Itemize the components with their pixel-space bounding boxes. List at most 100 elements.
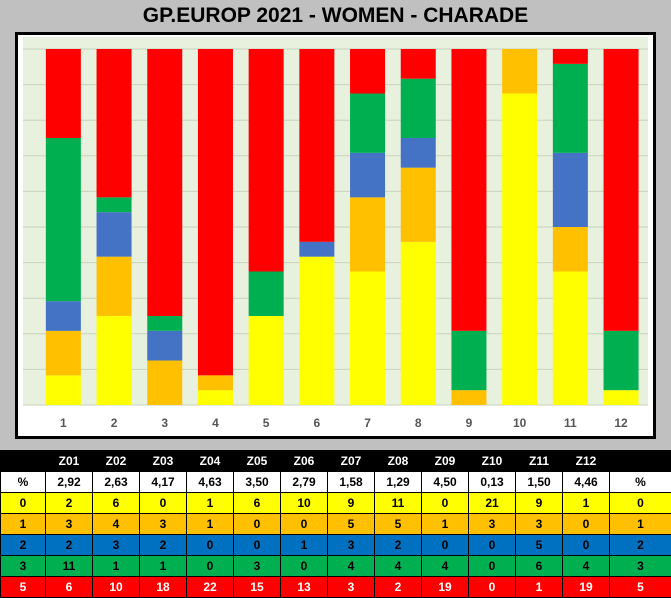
table-cell: 2 xyxy=(375,577,422,598)
table-cell: 0 xyxy=(234,535,281,556)
table-cell: 6 xyxy=(93,493,140,514)
table-cell: 13 xyxy=(281,577,328,598)
table-cell: 2,79 xyxy=(281,472,328,493)
table-cell: 1 xyxy=(140,556,187,577)
bar-segment-9-level-1 xyxy=(451,390,486,405)
bar-segment-4-level-0 xyxy=(198,390,233,405)
bar-segment-6-level-5 xyxy=(299,49,334,242)
table-cell: 3 xyxy=(140,514,187,535)
bar-segment-6-level-0 xyxy=(299,257,334,405)
bar-segment-5-level-5 xyxy=(249,49,284,272)
table-cell: 0,13 xyxy=(469,472,516,493)
x-tick-label: 6 xyxy=(314,416,321,430)
table-cell: 0 xyxy=(187,535,234,556)
table-cell: 5 xyxy=(516,535,563,556)
table-cell: 3 xyxy=(1,556,46,577)
table-cell: 1 xyxy=(187,493,234,514)
table-header-cell: Z01 xyxy=(46,451,93,472)
table-cell: 0 xyxy=(234,514,281,535)
bar-segment-11-level-5 xyxy=(553,49,588,64)
table-cell: 4 xyxy=(328,556,375,577)
table-cell: 10 xyxy=(281,493,328,514)
table-header-cell: Z07 xyxy=(328,451,375,472)
bar-segment-7-level-1 xyxy=(350,197,385,271)
bar-segment-11-level-2 xyxy=(553,153,588,227)
table-cell: 9 xyxy=(328,493,375,514)
bar-segment-5-level-0 xyxy=(249,316,284,405)
table-cell: 2 xyxy=(46,493,93,514)
table-cell: 3 xyxy=(328,535,375,556)
table-header-cell: Z03 xyxy=(140,451,187,472)
table-cell: 1,29 xyxy=(375,472,422,493)
table-cell: 19 xyxy=(563,577,610,598)
bar-segment-10-level-0 xyxy=(502,94,537,406)
bar-segment-3-level-1 xyxy=(147,361,182,406)
bar-segment-2-level-2 xyxy=(97,212,132,257)
table-cell: 19 xyxy=(422,577,469,598)
table-cell: 1 xyxy=(422,514,469,535)
bar-segment-7-level-5 xyxy=(350,49,385,94)
x-tick-label: 12 xyxy=(614,416,628,430)
table-header-cell: Z05 xyxy=(234,451,281,472)
table-cell: 1,50 xyxy=(516,472,563,493)
x-tick-label: 3 xyxy=(161,416,168,430)
bar-segment-2-level-5 xyxy=(97,49,132,197)
bar-segment-1-level-0 xyxy=(46,375,81,405)
table-cell: 1 xyxy=(187,514,234,535)
table-cell: 0 xyxy=(281,556,328,577)
bar-segment-9-level-3 xyxy=(451,331,486,390)
bar-segment-3-level-2 xyxy=(147,331,182,361)
table-cell: 1 xyxy=(281,535,328,556)
table-cell: % xyxy=(1,472,46,493)
x-tick-label: 5 xyxy=(263,416,270,430)
table-cell: 22 xyxy=(187,577,234,598)
table-cell: 4 xyxy=(422,556,469,577)
bar-segment-7-level-2 xyxy=(350,153,385,198)
table-cell: 4 xyxy=(563,556,610,577)
bar-segment-8-level-0 xyxy=(401,242,436,405)
table-cell: 3 xyxy=(93,535,140,556)
table-cell: 11 xyxy=(46,556,93,577)
bar-segment-7-level-0 xyxy=(350,272,385,406)
table-cell: 0 xyxy=(563,514,610,535)
table-header-cell xyxy=(1,451,46,472)
table-header-cell: Z08 xyxy=(375,451,422,472)
table-cell: 3 xyxy=(469,514,516,535)
table-header-cell: Z12 xyxy=(563,451,610,472)
x-tick-label: 11 xyxy=(564,416,577,430)
table-cell: 4,46 xyxy=(563,472,610,493)
bar-segment-12-level-3 xyxy=(604,331,639,390)
table-cell: 1,58 xyxy=(328,472,375,493)
table-header-cell xyxy=(610,451,671,472)
bar-segment-1-level-1 xyxy=(46,331,81,376)
table-cell: 0 xyxy=(563,535,610,556)
table-cell: 1 xyxy=(516,577,563,598)
bar-segment-8-level-1 xyxy=(401,168,436,242)
table-cell: 1 xyxy=(1,514,46,535)
table-cell: 5 xyxy=(328,514,375,535)
table-cell: 2 xyxy=(610,535,671,556)
table-cell: 3 xyxy=(610,556,671,577)
table-cell: 0 xyxy=(469,556,516,577)
bar-segment-11-level-3 xyxy=(553,64,588,153)
table-cell: 0 xyxy=(422,535,469,556)
x-tick-label: 10 xyxy=(513,416,527,430)
table-cell: 3 xyxy=(234,556,281,577)
bar-segment-8-level-5 xyxy=(401,49,436,79)
table-header-cell: Z09 xyxy=(422,451,469,472)
bar-segment-11-level-1 xyxy=(553,227,588,272)
table-cell: % xyxy=(610,472,671,493)
table-cell: 18 xyxy=(140,577,187,598)
table-header-cell: Z10 xyxy=(469,451,516,472)
table-cell: 3 xyxy=(328,577,375,598)
x-tick-label: 1 xyxy=(60,416,67,430)
table-cell: 5 xyxy=(375,514,422,535)
